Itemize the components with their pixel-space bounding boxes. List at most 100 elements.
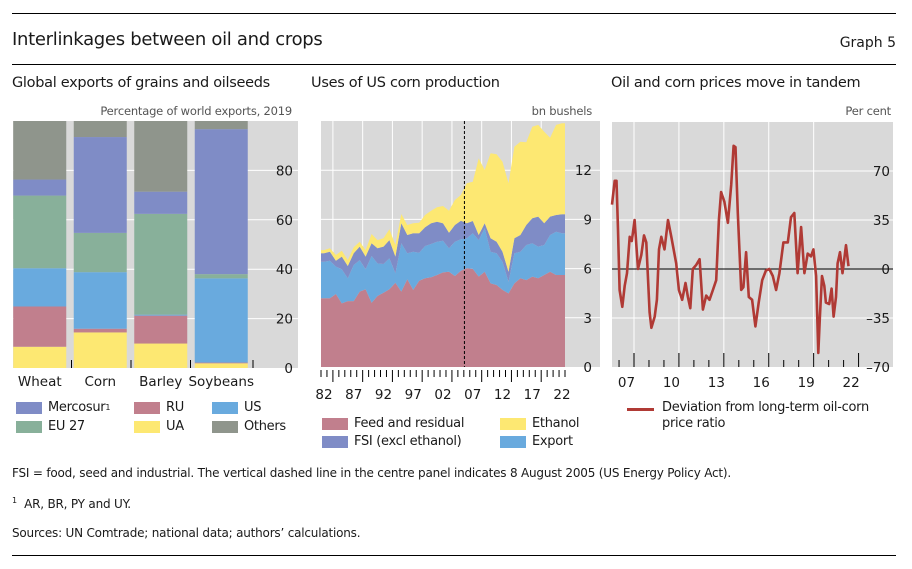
legend-line-deviation (627, 408, 654, 411)
legend-item-others: Others (212, 419, 286, 434)
legend-label-deviation-line1: Deviation from long-term oil-corn (662, 400, 869, 415)
x-tick-label: 97 (405, 387, 422, 400)
fsi-footnote: FSI = food, seed and industrial. The ver… (12, 466, 732, 480)
footnote-1-marker: 1 (12, 496, 17, 505)
top-rule (12, 13, 896, 14)
x-tick-label: Corn (84, 374, 116, 390)
y-tick-label: 6 (583, 262, 592, 278)
legend-label-deviation: Deviation from long-term oil-corn price … (662, 400, 869, 432)
legend-swatch-us (212, 401, 238, 414)
bar-segment-eu27 (194, 274, 248, 279)
bar-segment-mercosur (134, 191, 188, 214)
x-tick-label: 02 (434, 387, 451, 400)
bar-segment-ru (194, 362, 248, 364)
area-export (321, 228, 565, 304)
legend-swatch-mercosur (16, 401, 42, 414)
bar-segment-mercosur (194, 129, 248, 275)
legend-swatch-ethanol (500, 417, 526, 430)
legend-swatch-ru (134, 401, 160, 414)
bar-segment-eu27 (134, 213, 188, 315)
x-tick-label: 87 (345, 387, 362, 400)
x-tick-label: 22 (842, 375, 859, 391)
y-tick-label: –35 (866, 311, 890, 327)
bar-segment-ua (194, 363, 248, 368)
y-tick-label: –70 (866, 360, 890, 376)
legend-swatch-ua (134, 420, 160, 433)
x-tick-label: 17 (524, 387, 541, 400)
y-tick-label: 0 (284, 361, 293, 377)
legend-swatch-export (500, 435, 526, 448)
plot-background (612, 122, 893, 367)
bar-segment-others (73, 121, 127, 138)
x-tick-label: 07 (618, 375, 635, 391)
legend-footnote-marker: 1 (105, 403, 111, 412)
legend-item-eu27: EU 27 (16, 419, 85, 434)
legend-swatch-feed (322, 417, 348, 430)
legend-swatch-eu27 (16, 420, 42, 433)
bar-segment-eu27 (73, 232, 127, 273)
bar-segment-us (134, 314, 188, 316)
left-chart: Wheat Corn Barley Soybeans 0 20 40 60 80 (13, 121, 298, 390)
area-ethanol (321, 123, 565, 272)
legend-item-feed: Feed and residual (322, 416, 464, 431)
right-unit-label: Per cent (845, 104, 891, 118)
deviation-line (610, 144, 850, 355)
legend-label-deviation-line2: price ratio (662, 416, 726, 431)
bar-segment-ua (73, 332, 127, 368)
right-chart: 07 10 13 16 19 22 –70 –35 0 35 70 (610, 122, 893, 391)
x-tick-label: 22 (553, 387, 570, 400)
legend-item-deviation: Deviation from long-term oil-corn price … (627, 400, 869, 432)
right-panel-title: Oil and corn prices move in tandem (611, 75, 861, 91)
legend-label-mercosur: Mercosur (48, 400, 106, 415)
bar-segment-ru (134, 315, 188, 344)
y-tick-label: 20 (276, 312, 293, 328)
area-feed (321, 268, 565, 367)
bar-segment-others (134, 121, 188, 192)
legend-label-fsi: FSI (excl ethanol) (354, 434, 462, 449)
legend-item-ua: UA (134, 419, 184, 434)
footnote-1-text: AR, BR, PY and UY. (24, 497, 131, 511)
left-panel-title: Global exports of grains and oilseeds (12, 75, 270, 91)
graph-number: Graph 5 (839, 35, 896, 51)
legend-label-ru: RU (166, 400, 184, 415)
y-tick-label: 0 (881, 262, 890, 278)
y-tick-label: 60 (276, 213, 293, 229)
x-tick-label: 82 (315, 387, 332, 400)
legend-item-mercosur: Mercosur 1 (16, 400, 110, 415)
bar-segment-mercosur (73, 137, 127, 233)
x-tick-label: 12 (494, 387, 511, 400)
centre-chart: 82 87 92 97 02 07 12 17 22 0 3 6 9 12 (315, 121, 600, 400)
x-tick-label: 13 (708, 375, 725, 391)
legend-item-ru: RU (134, 400, 184, 415)
legend-label-ethanol: Ethanol (532, 416, 580, 431)
y-tick-label: 40 (276, 262, 293, 278)
legend-label-eu27: EU 27 (48, 419, 85, 434)
figure-title: Interlinkages between oil and crops (12, 29, 323, 50)
y-tick-label: 35 (873, 213, 890, 229)
legend-item-fsi: FSI (excl ethanol) (322, 434, 462, 449)
legend-item-ethanol: Ethanol (500, 416, 580, 431)
x-tick-label: Barley (139, 374, 182, 390)
legend-label-ua: UA (166, 419, 184, 434)
centre-panel-title: Uses of US corn production (311, 75, 500, 91)
footnote-1: 1 AR, BR, PY and UY. (12, 496, 131, 511)
legend-swatch-others (212, 420, 238, 433)
y-tick-label: 0 (583, 360, 592, 376)
legend-item-export: Export (500, 434, 573, 449)
x-tick-label: 92 (375, 387, 392, 400)
x-tick-label: Wheat (18, 374, 62, 390)
legend-label-export: Export (532, 434, 573, 449)
legend-label-others: Others (244, 419, 286, 434)
y-tick-label: 12 (575, 163, 592, 179)
x-tick-label: 10 (663, 375, 680, 391)
bar-segment-ua (134, 343, 188, 368)
sources-note: Sources: UN Comtrade; national data; aut… (12, 526, 361, 540)
bar-segment-others (13, 121, 67, 180)
bottom-rule (12, 555, 896, 556)
bar-segment-mercosur (13, 179, 67, 196)
x-tick-label: 16 (753, 375, 770, 391)
legend-label-us: US (244, 400, 262, 415)
legend-label-feed: Feed and residual (354, 416, 465, 431)
area-fsi (321, 214, 565, 282)
bar-segment-others (194, 121, 248, 130)
